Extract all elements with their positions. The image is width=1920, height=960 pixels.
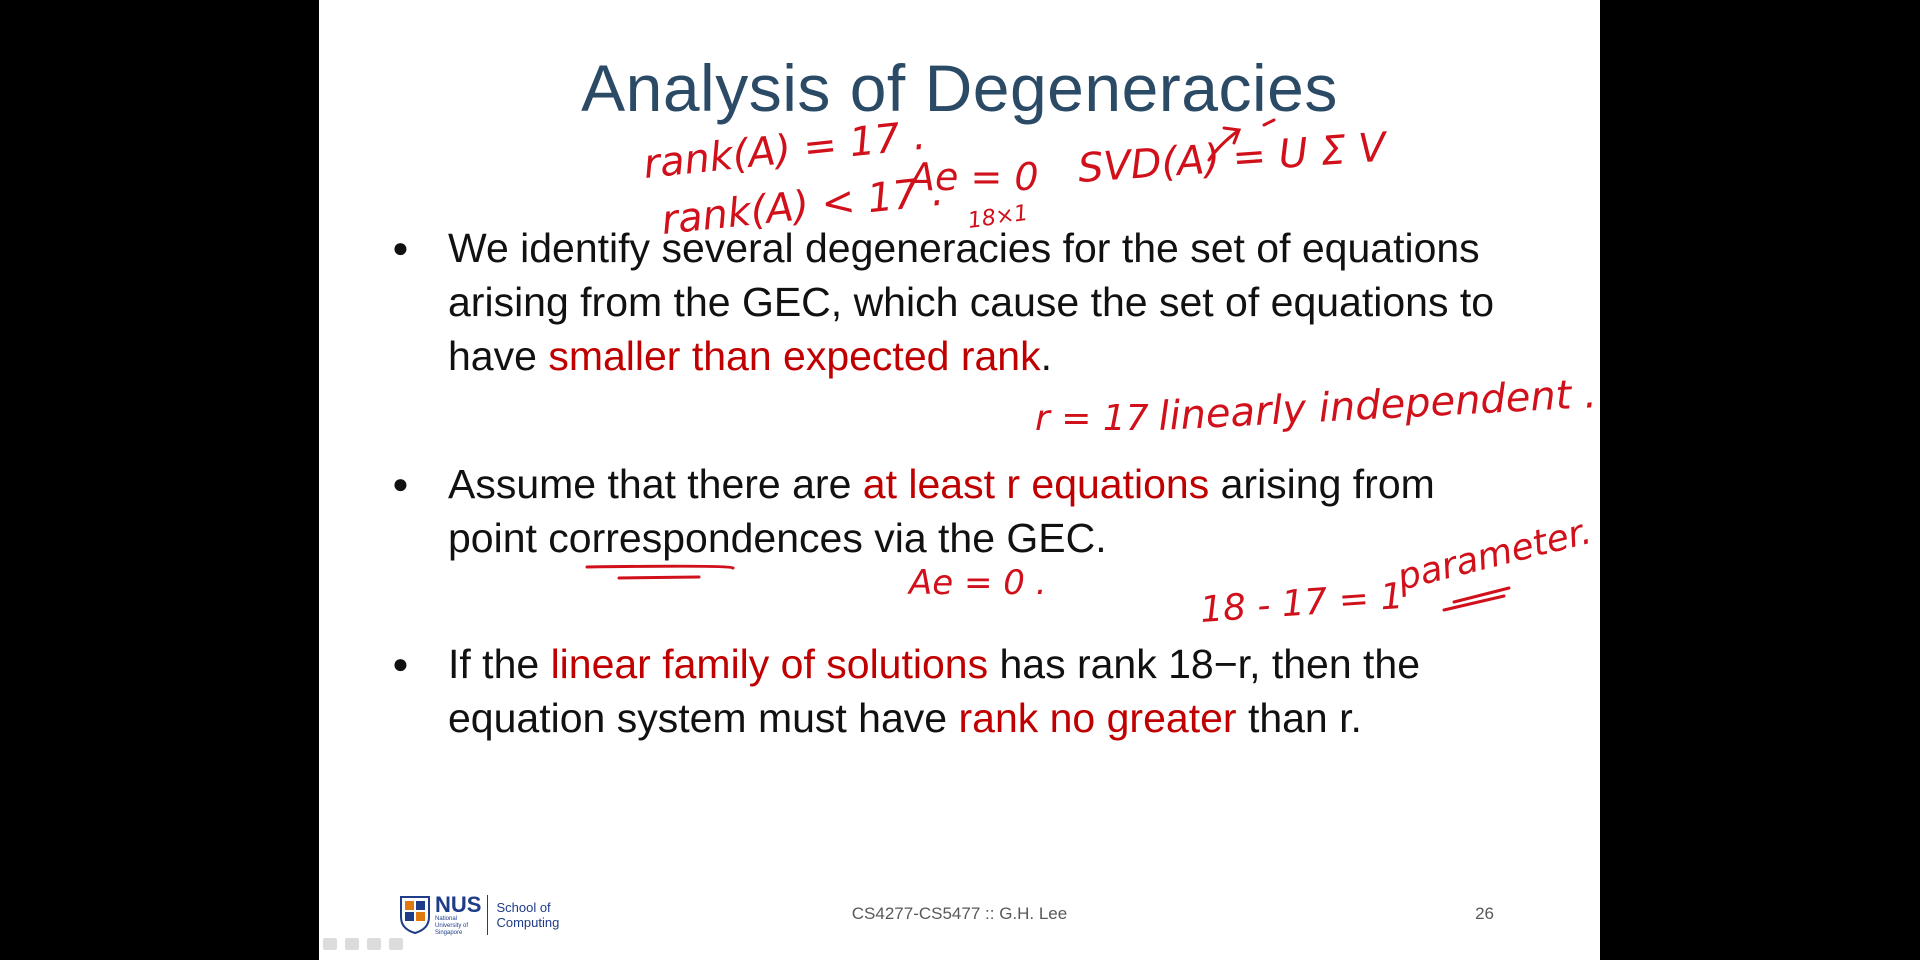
hw-calc: 18 - 17 = 1 xyxy=(1199,576,1405,631)
bullet-dot: ● xyxy=(392,232,409,263)
highlighted-phrase: linear family of solutions xyxy=(550,641,989,687)
highlighted-phrase: at least r equations xyxy=(862,461,1210,507)
bullet-phrase: If the xyxy=(448,641,551,687)
highlighted-phrase: rank no greater xyxy=(958,695,1237,741)
bullet-text: Assume that there are at least r equatio… xyxy=(448,457,1534,565)
presenter-toolbar[interactable] xyxy=(323,938,403,950)
logo-divider xyxy=(487,895,489,935)
prev-icon[interactable] xyxy=(323,938,337,950)
bullet-phrase: than r. xyxy=(1236,695,1362,741)
bullet-3: ● If the linear family of solutions has … xyxy=(392,637,1534,745)
hw-underline-2 xyxy=(617,575,701,580)
hw-r17: r = 17 xyxy=(1035,398,1149,439)
highlighted-phrase: smaller than expected rank xyxy=(548,333,1041,379)
nus-name: NUS xyxy=(435,891,482,917)
hw-param-underline-2 xyxy=(1442,594,1506,612)
bullet-phrase: Assume that there are xyxy=(448,461,863,507)
slides-icon[interactable] xyxy=(367,938,381,950)
bullet-phrase: . xyxy=(1040,333,1052,379)
slide: Analysis of Degeneracies ● We identify s… xyxy=(319,0,1600,960)
bullet-1: ● We identify several degeneracies for t… xyxy=(392,221,1534,383)
footer-course: CS4277-CS5477 :: G.H. Lee xyxy=(851,904,1068,923)
page-number: 26 xyxy=(1475,904,1494,923)
bullet-phrase: arising from point correspondences via t… xyxy=(448,461,1435,561)
bullet-text: If the linear family of solutions has ra… xyxy=(448,637,1534,745)
nus-wordmark: NUS National University of Singapore xyxy=(435,891,482,937)
hw-param-underline-1 xyxy=(1452,586,1511,604)
hw-underline-1 xyxy=(585,564,735,570)
bullet-dot: ● xyxy=(392,648,409,679)
bullet-phrase: has rank 18−r, then the equation system … xyxy=(448,641,1421,741)
bullet-text: We identify several degeneracies for the… xyxy=(448,221,1534,383)
pen-icon[interactable] xyxy=(345,938,359,950)
school-name: School of Computing xyxy=(496,900,560,930)
nus-logo: NUS National University of Singapore Sch… xyxy=(399,893,564,937)
nus-subtitle: National University of Singapore xyxy=(435,915,469,936)
bullet-dot: ● xyxy=(392,468,409,499)
hw-ae0-top: Ae = 0 xyxy=(906,155,1039,199)
hw-svd: SVD(A) = U Σ V xyxy=(1076,124,1390,192)
zoom-icon[interactable] xyxy=(389,938,403,950)
bullet-2: ● Assume that there are at least r equat… xyxy=(392,457,1534,565)
slide-title: Analysis of Degeneracies xyxy=(581,51,1338,125)
bullet-phrase: We identify several degeneracies for the… xyxy=(448,225,1495,379)
hw-ae0-mid: Ae = 0 . xyxy=(907,563,1047,603)
crest-icon xyxy=(399,895,431,935)
hw-arrow xyxy=(1207,126,1242,162)
